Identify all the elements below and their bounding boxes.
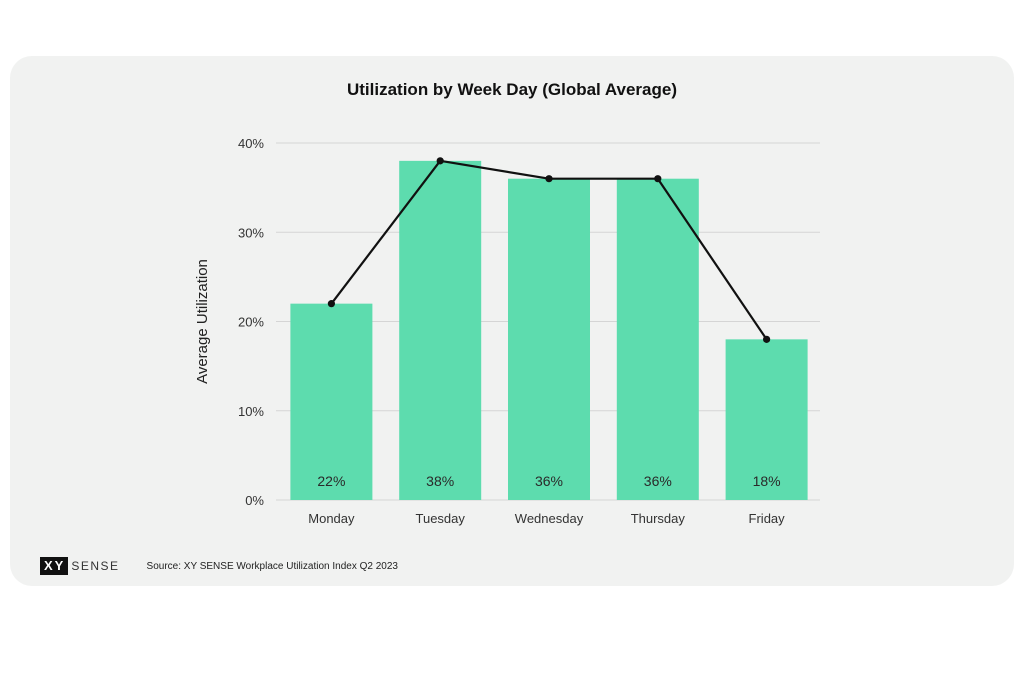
x-tick-label: Wednesday (515, 511, 584, 526)
logo-mark: XY (40, 557, 69, 575)
bar-data-label: 22% (317, 473, 345, 489)
x-tick-label: Tuesday (416, 511, 466, 526)
y-axis-label: Average Utilization (194, 259, 211, 384)
chart-svg: 0% 10% 20% 30% 40% Average Utilization 22% Mond… (194, 136, 820, 526)
bar (290, 303, 373, 500)
trend-point (436, 157, 444, 165)
chart-card: Utilization by Week Day (Global Average)… (10, 56, 1014, 586)
trend-point (327, 300, 335, 308)
trend-point (545, 175, 553, 183)
bar-data-label: 36% (535, 473, 563, 489)
xy-sense-logo: XY SENSE (40, 557, 120, 575)
chart-title: Utilization by Week Day (Global Average) (346, 80, 677, 99)
bar (725, 339, 808, 500)
bar (399, 160, 482, 500)
x-tick-label: Monday (308, 511, 355, 526)
y-tick-label: 40% (238, 136, 264, 151)
bar-data-label: 36% (644, 473, 672, 489)
trend-point (654, 175, 662, 183)
logo-wordmark: SENSE (71, 559, 120, 573)
bar-data-label: 18% (753, 473, 781, 489)
bar (616, 178, 699, 500)
y-tick-label: 10% (238, 404, 264, 419)
x-tick-label: Thursday (631, 511, 686, 526)
y-tick-label: 0% (245, 493, 264, 508)
source-note: Source: XY SENSE Workplace Utilization I… (146, 560, 398, 572)
footer: XY SENSE Source: XY SENSE Workplace Util… (40, 556, 398, 576)
bar (508, 178, 590, 500)
x-tick-label: Friday (749, 511, 786, 526)
y-tick-label: 20% (238, 315, 264, 330)
bar-data-label: 38% (426, 473, 454, 489)
trend-point (763, 335, 771, 343)
y-tick-label: 30% (238, 225, 264, 240)
